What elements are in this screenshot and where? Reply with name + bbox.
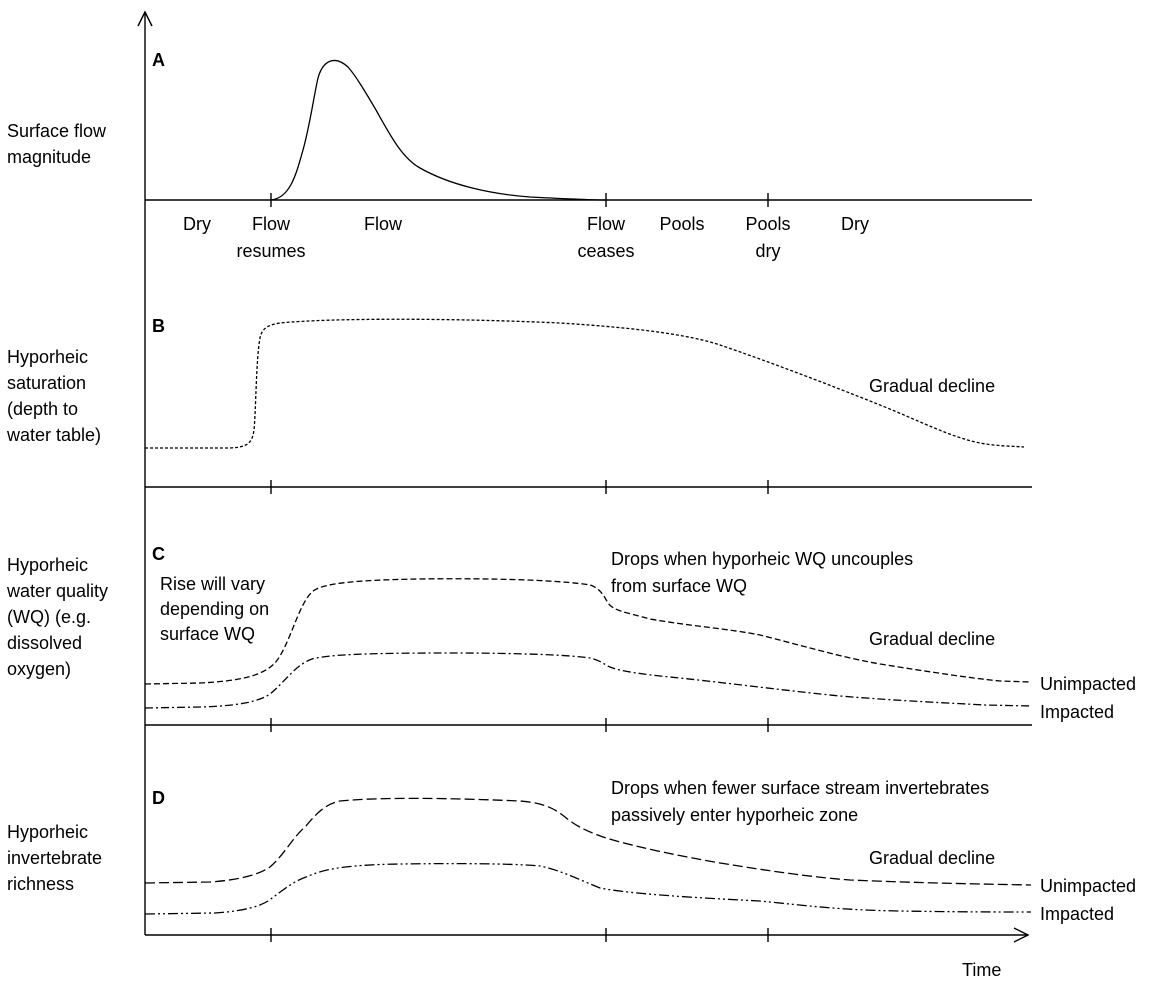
ylabel-line: water table) — [6, 425, 101, 445]
ylabel-line: Surface flow — [7, 121, 107, 141]
ylabel-line: Hyporheic — [7, 822, 88, 842]
annotation-line: passively enter hyporheic zone — [611, 805, 858, 825]
panel-d-unimpacted-label: Unimpacted — [1040, 876, 1136, 896]
annotation-line: surface WQ — [160, 624, 255, 644]
ylabel-line: Hyporheic — [7, 347, 88, 367]
hyporheic-saturation-curve — [145, 318, 1025, 449]
stage-label-flow-resumes: Flow — [252, 214, 291, 234]
ylabel-line: water quality — [6, 581, 108, 601]
panel-d-letter: D — [152, 788, 165, 808]
ylabel-line: dissolved — [7, 633, 82, 653]
annotation-line: from surface WQ — [611, 576, 747, 596]
ylabel-line: (depth to — [7, 399, 78, 419]
panel-c-gradual-decline: Gradual decline — [869, 629, 995, 649]
surface-flow-curve — [270, 59, 607, 201]
stage-label-flow-ceases: ceases — [577, 241, 634, 261]
stage-label-flow-resumes: resumes — [236, 241, 305, 261]
annotation-line: Rise will vary — [160, 574, 265, 594]
stage-label-pools: Pools — [659, 214, 704, 234]
panel-d-ylabel: Hyporheic invertebrate richness — [7, 822, 102, 894]
wq-impacted-curve — [144, 652, 1032, 709]
ylabel-line: magnitude — [7, 147, 91, 167]
ylabel-line: Hyporheic — [7, 555, 88, 575]
panel-a-letter: A — [152, 50, 165, 70]
stage-ticks — [270, 193, 769, 942]
annotation-line: Drops when fewer surface stream inverteb… — [611, 778, 989, 798]
richness-impacted-curve — [144, 862, 1032, 915]
panel-c-drop-note: Drops when hyporheic WQ uncouples from s… — [611, 549, 913, 596]
panel-c-ylabel: Hyporheic water quality (WQ) (e.g. disso… — [6, 555, 108, 679]
x-axis-label: Time — [962, 960, 1001, 980]
annotation-line: Drops when hyporheic WQ uncouples — [611, 549, 913, 569]
panel-d-impacted-label: Impacted — [1040, 904, 1114, 924]
stage-label-flow: Flow — [364, 214, 403, 234]
stage-label-flow-ceases: Flow — [587, 214, 626, 234]
ylabel-line: (WQ) (e.g. — [7, 607, 91, 627]
ylabel-line: richness — [7, 874, 74, 894]
panel-b-letter: B — [152, 316, 165, 336]
panel-a-ylabel: Surface flow magnitude — [7, 121, 107, 167]
panel-c-unimpacted-label: Unimpacted — [1040, 674, 1136, 694]
ylabel-line: oxygen) — [7, 659, 71, 679]
panel-d-drop-note: Drops when fewer surface stream inverteb… — [611, 778, 989, 825]
panel-c-impacted-label: Impacted — [1040, 702, 1114, 722]
stage-labels: Dry Flow resumes Flow Flow ceases Pools … — [183, 214, 869, 261]
panel-b-gradual-decline: Gradual decline — [869, 376, 995, 396]
stage-label-pools-dry: Pools — [745, 214, 790, 234]
panel-c-letter: C — [152, 544, 165, 564]
panel-b-ylabel: Hyporheic saturation (depth to water tab… — [6, 347, 101, 445]
ylabel-line: invertebrate — [7, 848, 102, 868]
time-axis-arrow — [1013, 927, 1030, 943]
stage-label-dry: Dry — [183, 214, 211, 234]
panel-c-rise-note: Rise will vary depending on surface WQ — [160, 574, 269, 644]
y-axis-arrow — [137, 10, 153, 27]
ylabel-line: saturation — [7, 373, 86, 393]
stage-label-pools-dry: dry — [755, 241, 780, 261]
richness-unimpacted-curve — [144, 797, 1032, 886]
stage-label-dry-end: Dry — [841, 214, 869, 234]
annotation-line: depending on — [160, 599, 269, 619]
wq-unimpacted-curve — [144, 578, 1032, 685]
panel-d-gradual-decline: Gradual decline — [869, 848, 995, 868]
